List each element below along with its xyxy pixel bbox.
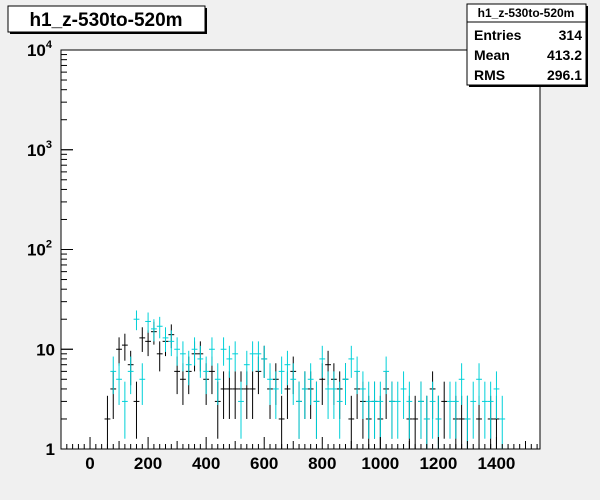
stats-name: h1_z-530to-520m: [478, 6, 575, 20]
x-tick-label: 600: [250, 454, 278, 473]
series-1: [110, 310, 506, 449]
stats-label: RMS: [474, 67, 505, 83]
y-tick-label: 103: [27, 139, 52, 160]
y-tick-label: 102: [27, 239, 52, 260]
x-tick-label: 0: [85, 454, 94, 473]
stats-box: h1_z-530to-520m Entries 314 Mean 413.2 RMS 29…: [466, 3, 588, 87]
plot-frame: [60, 49, 541, 450]
y-tick-label: 104: [27, 39, 53, 60]
chart-title: h1_z-530to-520m: [29, 10, 182, 31]
title-box: h1_z-530to-520m: [7, 5, 207, 34]
x-tick-label: 1000: [361, 454, 399, 473]
y-tick-label: 1: [46, 440, 55, 459]
x-tick-label: 800: [308, 454, 336, 473]
data-marks: [104, 310, 506, 449]
stats-value: 296.1: [547, 67, 582, 83]
x-tick-label: 1400: [478, 454, 516, 473]
stats-value: 413.2: [547, 47, 582, 63]
axes: 0 200 400 600 800 1000 1200 1400 1 10 102 103 104: [27, 39, 538, 473]
x-tick-label: 200: [134, 454, 162, 473]
stats-label: Mean: [474, 47, 510, 63]
x-tick-label: 1200: [419, 454, 457, 473]
stats-label: Entries: [474, 27, 522, 43]
y-tick-label: 10: [36, 340, 55, 359]
stats-value: 314: [559, 27, 583, 43]
x-tick-label: 400: [192, 454, 220, 473]
